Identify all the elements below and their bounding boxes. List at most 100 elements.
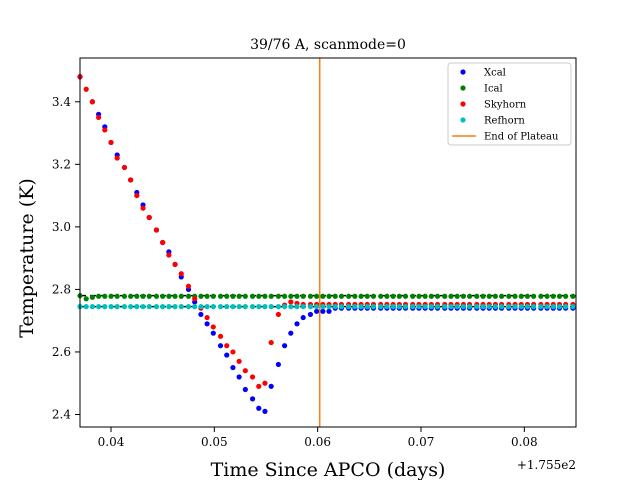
point-ical-56: [434, 293, 441, 299]
point-refhorn-23: [224, 304, 230, 310]
y-tick-label-1: 2.6: [52, 345, 71, 359]
point-refhorn-8: [128, 304, 134, 310]
point-ical-11: [146, 293, 152, 299]
point-skyhorn-21: [210, 324, 216, 330]
point-xcal-33: [294, 321, 300, 327]
point-refhorn-22: [217, 304, 224, 310]
point-ical-64: [486, 293, 492, 299]
point-ical-26: [242, 293, 248, 299]
point-refhorn-52: [410, 304, 416, 310]
point-skyhorn-3: [96, 114, 102, 121]
legend-label-refhorn: Refhorn: [484, 116, 525, 127]
point-ical-19: [198, 293, 204, 299]
point-refhorn-61: [466, 304, 473, 310]
point-refhorn-69: [518, 304, 524, 310]
point-ical-75: [556, 293, 563, 299]
point-ical-34: [294, 293, 300, 299]
chart-title: 39/76 A, scanmode=0: [250, 37, 406, 53]
point-ical-41: [338, 293, 345, 299]
point-skyhorn-33: [288, 299, 294, 305]
point-ical-55: [428, 293, 434, 299]
point-skyhorn-17: [185, 283, 192, 289]
point-refhorn-1: [83, 304, 89, 310]
point-refhorn-5: [108, 304, 114, 310]
point-ical-38: [320, 293, 326, 299]
x-tick-label-3: 0.07: [408, 435, 435, 449]
point-skyhorn-13: [160, 239, 166, 246]
point-refhorn-60: [460, 304, 466, 310]
point-ical-49: [390, 293, 396, 299]
point-ical-52: [410, 293, 416, 299]
point-ical-21: [210, 293, 216, 299]
point-refhorn-32: [282, 304, 288, 310]
data-points: [77, 74, 576, 414]
point-ical-25: [236, 293, 242, 299]
point-skyhorn-31: [275, 311, 281, 318]
point-xcal-34: [300, 314, 306, 321]
point-refhorn-25: [236, 304, 242, 310]
point-ical-44: [358, 293, 364, 299]
point-refhorn-7: [121, 304, 128, 310]
point-refhorn-35: [300, 304, 306, 310]
point-skyhorn-10: [140, 205, 146, 211]
point-ical-24: [230, 293, 236, 299]
point-refhorn-17: [185, 304, 192, 310]
point-refhorn-70: [524, 304, 531, 310]
legend-label-ical: Ical: [484, 84, 503, 95]
point-refhorn-66: [499, 304, 505, 310]
y-tick-label-5: 3.4: [52, 95, 71, 109]
point-ical-8: [128, 293, 134, 299]
point-refhorn-40: [332, 304, 338, 310]
point-refhorn-42: [346, 304, 352, 310]
point-ical-20: [204, 293, 210, 299]
point-skyhorn-9: [134, 192, 140, 199]
point-skyhorn-18: [192, 296, 198, 302]
point-ical-65: [492, 293, 498, 299]
point-ical-76: [563, 293, 569, 299]
point-refhorn-4: [102, 304, 108, 310]
point-skyhorn-5: [108, 139, 114, 146]
point-refhorn-51: [402, 304, 409, 310]
point-refhorn-20: [204, 304, 210, 310]
point-refhorn-33: [288, 304, 294, 310]
point-ical-54: [422, 293, 428, 299]
point-refhorn-2: [89, 304, 95, 310]
point-xcal-32: [288, 330, 294, 336]
point-refhorn-55: [428, 304, 434, 310]
point-ical-74: [550, 293, 556, 299]
point-ical-7: [121, 293, 128, 299]
point-ical-53: [416, 293, 422, 299]
point-xcal-27: [256, 405, 262, 411]
point-xcal-21: [217, 343, 224, 349]
point-refhorn-57: [442, 304, 448, 310]
point-refhorn-37: [314, 304, 320, 310]
point-refhorn-6: [114, 304, 120, 310]
point-refhorn-28: [256, 304, 262, 310]
point-ical-33: [288, 293, 294, 299]
point-skyhorn-7: [121, 164, 128, 171]
point-refhorn-15: [172, 304, 178, 310]
point-refhorn-53: [416, 304, 422, 310]
point-ical-27: [249, 293, 256, 299]
point-refhorn-21: [210, 304, 216, 310]
point-xcal-37: [320, 308, 326, 314]
x-tick-label-1: 0.05: [201, 435, 228, 449]
legend-box: [447, 62, 572, 146]
point-ical-10: [140, 293, 146, 299]
point-ical-51: [402, 293, 409, 299]
point-skyhorn-30: [268, 339, 274, 346]
point-refhorn-50: [396, 304, 402, 310]
point-xcal-24: [236, 374, 242, 380]
point-ical-72: [538, 293, 544, 299]
point-refhorn-38: [320, 304, 326, 310]
point-skyhorn-15: [172, 261, 178, 267]
point-ical-45: [364, 293, 370, 299]
point-ical-28: [256, 293, 262, 299]
point-skyhorn-26: [242, 368, 248, 374]
point-skyhorn-29: [262, 380, 268, 386]
point-xcal-28: [262, 408, 268, 414]
point-ical-9: [134, 293, 140, 299]
point-xcal-23: [230, 364, 236, 371]
point-xcal-31: [282, 343, 288, 349]
